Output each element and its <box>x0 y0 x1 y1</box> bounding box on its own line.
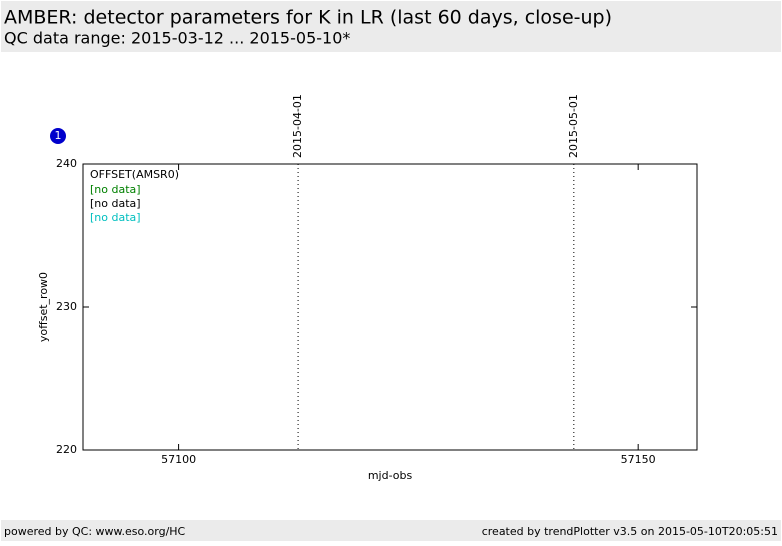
footer-left: powered by QC: www.eso.org/HC <box>4 525 186 538</box>
y-tick-label: 240 <box>56 157 77 170</box>
date-marker-label: 2015-05-01 <box>567 94 580 158</box>
badge-circle <box>50 128 66 144</box>
chart-subtitle: QC data range: 2015-03-12 ... 2015-05-10… <box>4 29 350 48</box>
y-tick-label: 220 <box>56 443 77 456</box>
badge: 1 <box>55 129 62 142</box>
legend-entry: [no data] <box>90 197 141 210</box>
y-tick-label: 230 <box>56 300 77 313</box>
footer-right: created by trendPlotter v3.5 on 2015-05-… <box>482 525 778 538</box>
y-axis-label: yoffset_row0 <box>37 272 50 342</box>
chart-title: AMBER: detector parameters for K in LR (… <box>4 7 612 29</box>
header-band <box>1 1 781 52</box>
x-tick-label: 57100 <box>161 453 196 466</box>
plot-frame <box>82 163 698 451</box>
x-axis-label: mjd-obs <box>368 469 413 482</box>
x-tick-label: 57150 <box>621 453 656 466</box>
legend-title: OFFSET(AMSR0) <box>90 168 179 181</box>
footer-band <box>1 520 781 541</box>
legend-entry: [no data] <box>90 211 141 224</box>
legend-entry: [no data] <box>90 183 141 196</box>
date-marker-label: 2015-04-01 <box>291 94 304 158</box>
